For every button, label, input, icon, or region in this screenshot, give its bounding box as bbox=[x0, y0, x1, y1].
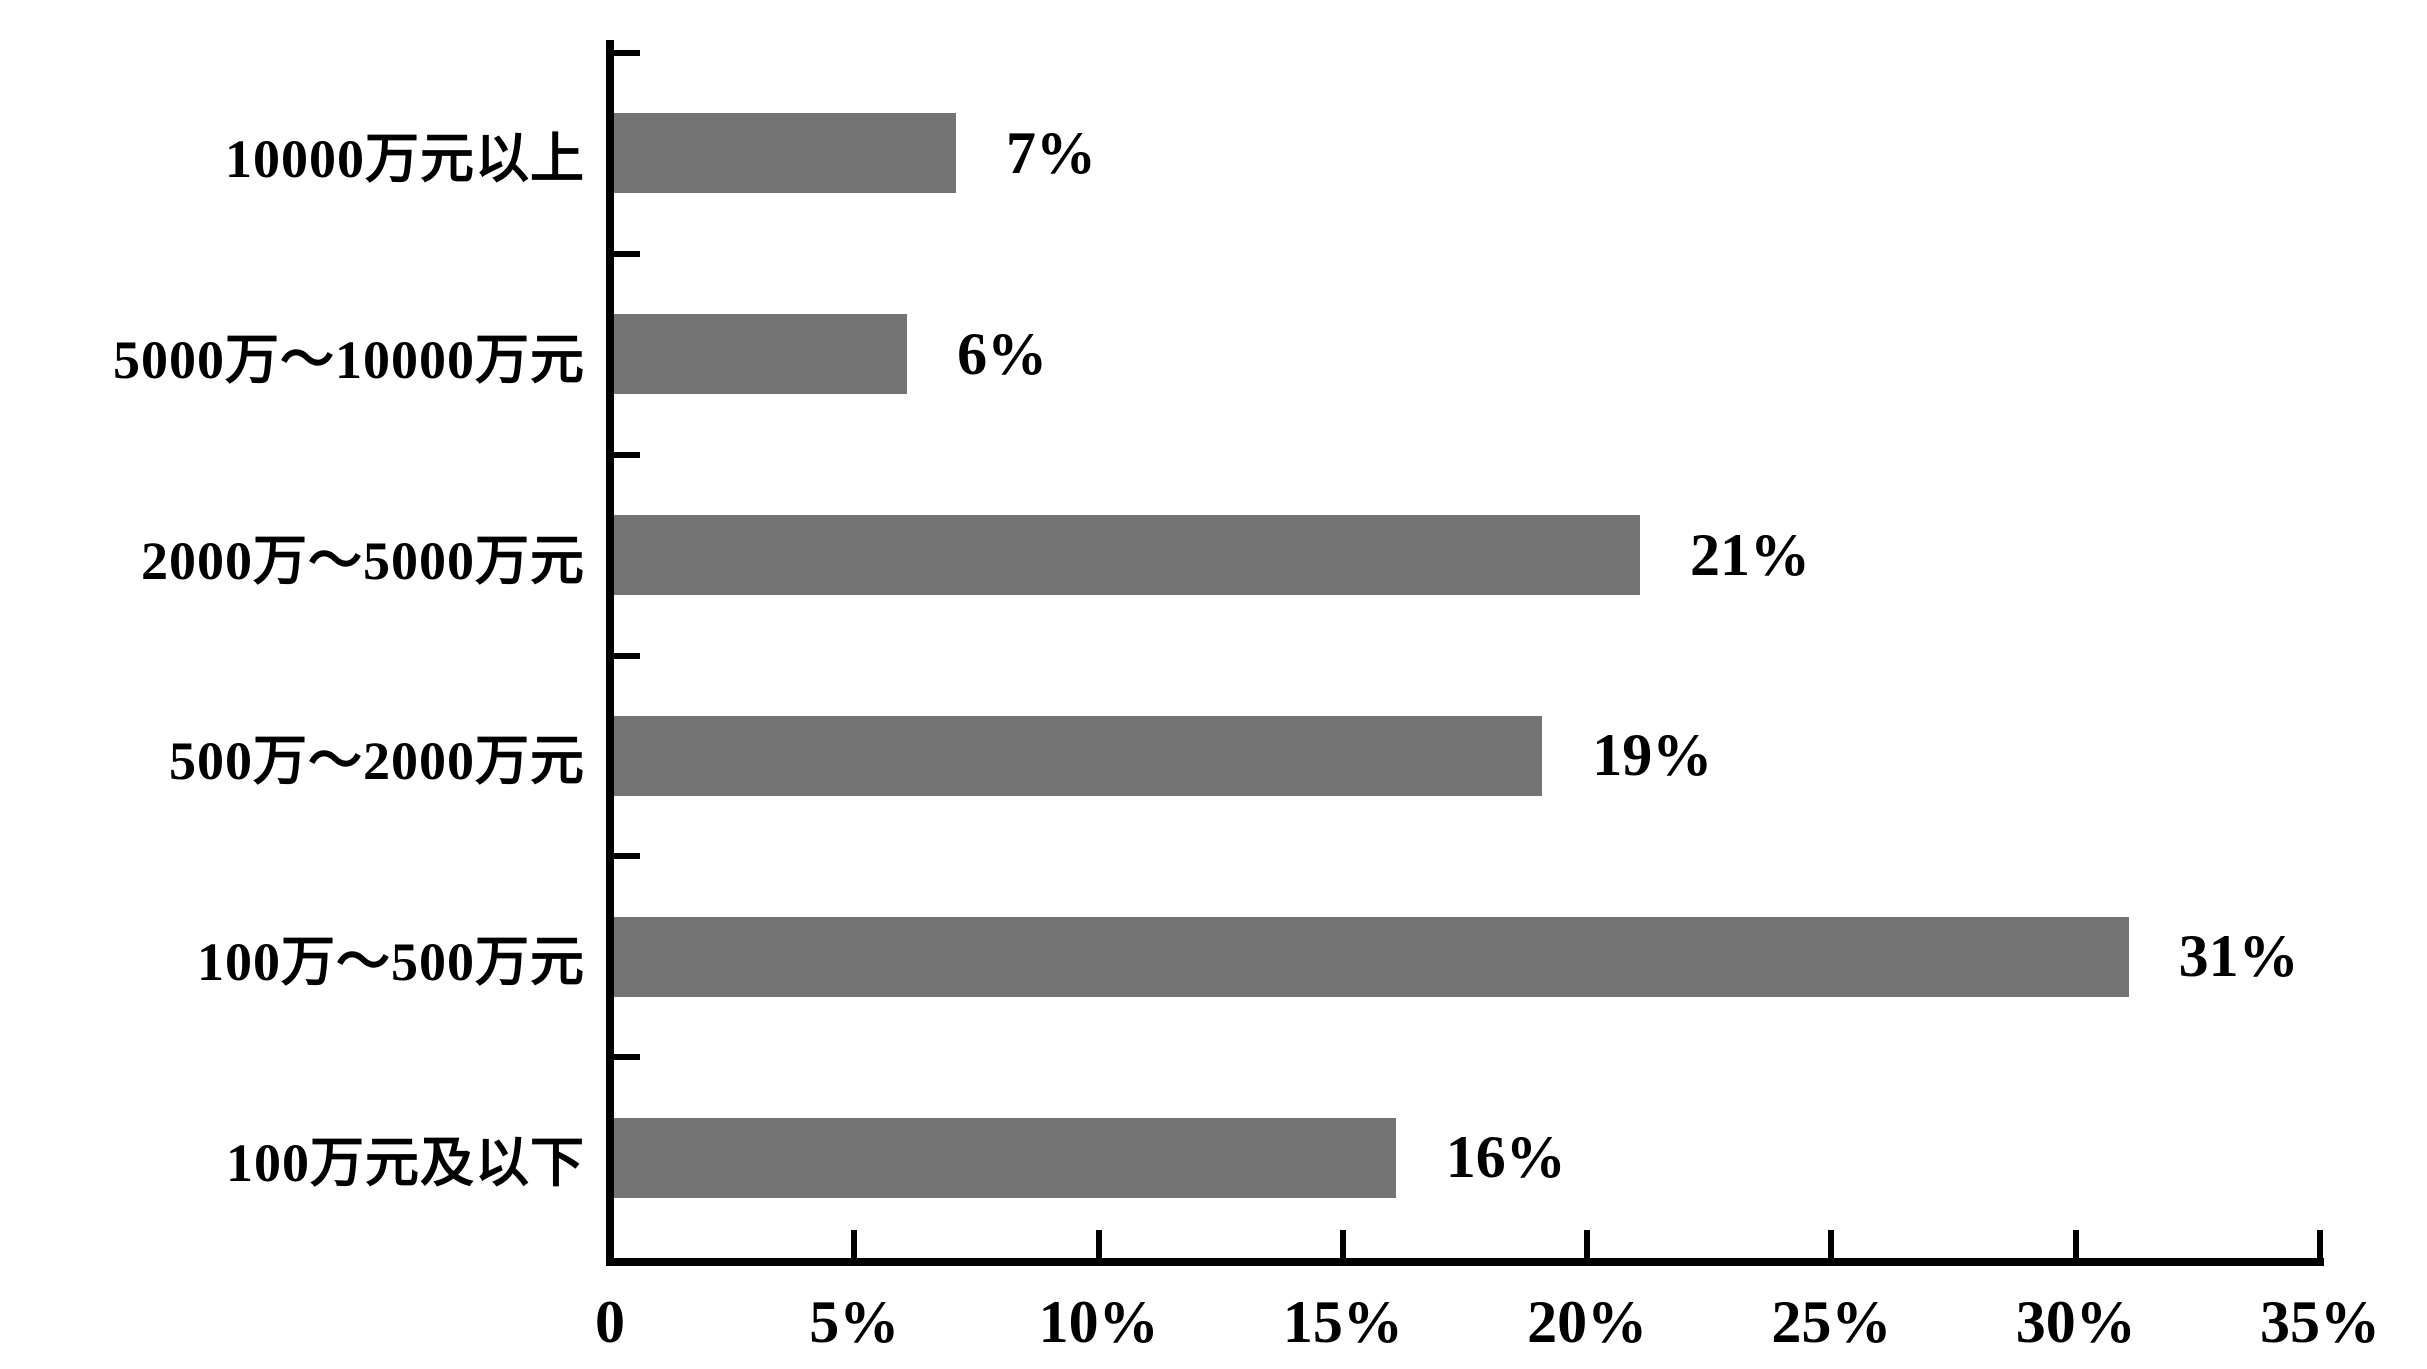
x-axis-tick bbox=[1584, 1230, 1591, 1258]
x-tick-label: 35% bbox=[2260, 1289, 2380, 1355]
value-label: 19% bbox=[1592, 722, 1713, 789]
bar bbox=[614, 715, 1543, 796]
y-axis-tick bbox=[614, 250, 640, 257]
bar bbox=[614, 916, 2129, 997]
x-tick-label: 5% bbox=[809, 1289, 900, 1355]
value-label: 6% bbox=[957, 320, 1048, 387]
x-tick-label: 25% bbox=[1771, 1289, 1892, 1355]
x-tick-label: 10% bbox=[1038, 1289, 1159, 1355]
value-label: 21% bbox=[1690, 521, 1810, 588]
x-axis-tick bbox=[2072, 1230, 2079, 1258]
bar bbox=[614, 314, 908, 395]
y-axis-tick bbox=[614, 853, 640, 860]
y-axis-tick bbox=[614, 652, 640, 659]
bar bbox=[614, 1117, 1396, 1198]
y-axis-line bbox=[606, 40, 614, 1266]
y-axis-tick bbox=[614, 1054, 640, 1061]
category-label: 2000万～5000万元 bbox=[141, 530, 585, 591]
x-tick-label: 15% bbox=[1282, 1289, 1403, 1355]
category-label: 10000万元以上 bbox=[225, 128, 585, 189]
bar bbox=[614, 113, 956, 194]
x-axis-line bbox=[606, 1258, 2324, 1266]
x-tick-label: 30% bbox=[2015, 1289, 2136, 1355]
y-axis-tick bbox=[614, 451, 640, 458]
x-tick-label: 0 bbox=[595, 1289, 625, 1355]
value-label: 31% bbox=[2178, 923, 2299, 990]
x-axis-tick bbox=[851, 1230, 858, 1258]
category-label: 5000万～10000万元 bbox=[113, 329, 585, 390]
x-axis-tick bbox=[1339, 1230, 1346, 1258]
x-axis-tick bbox=[1828, 1230, 1835, 1258]
category-label: 100万元及以下 bbox=[226, 1133, 585, 1194]
value-label: 16% bbox=[1445, 1124, 1566, 1191]
category-label: 500万～2000万元 bbox=[169, 731, 585, 792]
y-axis-tick bbox=[614, 50, 640, 56]
x-tick-label: 20% bbox=[1527, 1289, 1648, 1355]
category-label: 100万～500万元 bbox=[197, 932, 585, 993]
x-axis-tick bbox=[2317, 1230, 2323, 1258]
bar bbox=[614, 515, 1640, 596]
x-axis-tick bbox=[1095, 1230, 1102, 1258]
value-label: 7% bbox=[1006, 119, 1096, 186]
